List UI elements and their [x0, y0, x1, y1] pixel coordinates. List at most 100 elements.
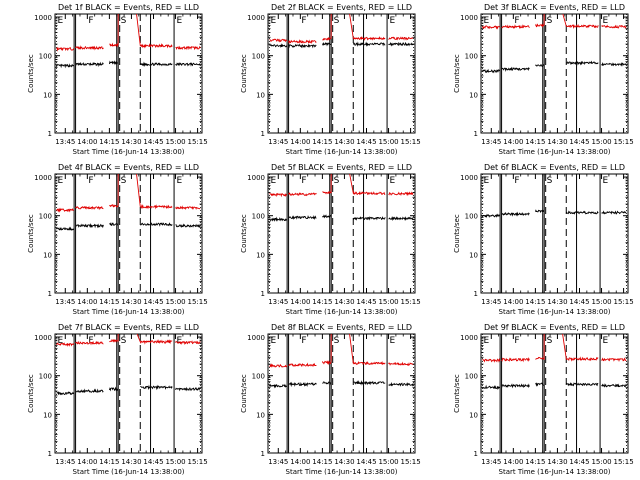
plot-frame — [54, 13, 203, 134]
x-tick-label: 15:00 — [378, 458, 398, 466]
segment-label: E — [57, 16, 63, 26]
x-tick-label: 14:00 — [503, 138, 523, 146]
segment-label: F — [88, 176, 93, 186]
detector-panel: Det 8f BLACK = Events, RED = LLD 1 10 100 10… — [240, 323, 421, 476]
segment-label: E — [483, 16, 489, 26]
y-axis-label: Counts/sec — [27, 214, 35, 253]
y-tick-label: 1 — [261, 450, 265, 458]
x-tick-label: 14:30 — [121, 298, 141, 306]
series-layer — [482, 14, 627, 74]
events-series-line — [482, 60, 627, 74]
x-tick-label: 15:00 — [378, 138, 398, 146]
x-tick-label: 15:00 — [591, 298, 611, 306]
series-layer — [269, 174, 414, 222]
y-tick-label: 1 — [48, 450, 52, 458]
y-tick-label: 100 — [252, 53, 265, 61]
x-tick-label: 14:30 — [121, 458, 141, 466]
y-tick-label: 1000 — [247, 334, 265, 342]
x-tick-label: 14:00 — [77, 458, 97, 466]
y-tick-label: 10 — [469, 91, 478, 99]
segment-label: E — [177, 16, 183, 26]
segment-label: E — [57, 176, 63, 186]
series-layer — [482, 209, 627, 218]
x-tick-label: 14:30 — [334, 298, 354, 306]
panel-title: Det 7f BLACK = Events, RED = LLD — [58, 323, 199, 332]
x-tick-label: 15:15 — [187, 298, 207, 306]
x-tick-label: 15:00 — [165, 298, 185, 306]
panel-title: Det 8f BLACK = Events, RED = LLD — [271, 323, 412, 332]
lld-series-line — [56, 174, 201, 213]
y-tick-label: 1 — [474, 450, 478, 458]
x-tick-label: 14:00 — [77, 298, 97, 306]
y-tick-label: 1 — [261, 290, 265, 298]
y-axis-label: Counts/sec — [453, 214, 461, 253]
segment-label: E — [603, 16, 609, 26]
series-layer — [482, 334, 627, 391]
detector-panel: Det 1f BLACK = Events, RED = LLD 1 10 100 10… — [27, 3, 208, 156]
x-tick-label: 13:45 — [481, 458, 501, 466]
y-tick-label: 1 — [48, 130, 52, 138]
segment-label: F — [514, 336, 519, 346]
y-tick-label: 1000 — [247, 14, 265, 22]
x-axis-label: Start Time (16-Jun-14 13:38:00) — [286, 148, 398, 156]
y-tick-label: 10 — [256, 251, 265, 259]
x-tick-label: 14:00 — [290, 138, 310, 146]
segment-label: E — [270, 16, 276, 26]
y-tick-label: 10 — [469, 411, 478, 419]
x-tick-label: 14:15 — [525, 138, 545, 146]
x-tick-label: 14:30 — [334, 138, 354, 146]
x-tick-label: 15:00 — [591, 458, 611, 466]
segment-label: S — [547, 176, 553, 186]
x-tick-label: 13:45 — [55, 138, 75, 146]
x-tick-label: 14:30 — [547, 138, 567, 146]
segment-label: F — [301, 16, 306, 26]
x-tick-label: 14:00 — [290, 458, 310, 466]
segment-label: E — [270, 336, 276, 346]
panel-title: Det 9f BLACK = Events, RED = LLD — [484, 323, 625, 332]
segment-label: F — [514, 16, 519, 26]
lld-series-line — [269, 334, 414, 368]
x-tick-label: 14:30 — [547, 458, 567, 466]
plot-frame — [54, 173, 203, 294]
x-tick-label: 14:45 — [143, 298, 163, 306]
x-tick-label: 13:45 — [268, 458, 288, 466]
segment-label: E — [603, 336, 609, 346]
series-layer — [269, 334, 414, 389]
x-tick-label: 14:15 — [525, 458, 545, 466]
y-tick-label: 100 — [252, 373, 265, 381]
detector-panel: Det 3f BLACK = Events, RED = LLD 1 10 100 10… — [453, 3, 634, 156]
y-axis-label: Counts/sec — [27, 54, 35, 93]
y-tick-label: 1 — [474, 130, 478, 138]
segment-label: S — [121, 336, 127, 346]
plot-frame — [267, 13, 416, 134]
lld-series-line — [482, 334, 627, 363]
x-tick-label: 14:45 — [569, 298, 589, 306]
y-tick-label: 100 — [39, 213, 52, 221]
segment-label: F — [88, 336, 93, 346]
y-tick-label: 1000 — [34, 174, 52, 182]
x-tick-label: 13:45 — [268, 138, 288, 146]
x-tick-label: 14:00 — [290, 298, 310, 306]
lld-series-line — [56, 14, 201, 52]
detector-panel: Det 5f BLACK = Events, RED = LLD 1 10 100 10… — [240, 163, 421, 316]
plot-frame — [480, 333, 629, 454]
y-tick-label: 10 — [43, 91, 52, 99]
detector-panel: Det 6f BLACK = Events, RED = LLD 1 10 100 10… — [453, 163, 634, 316]
series-layer — [56, 174, 201, 232]
x-tick-label: 15:00 — [165, 138, 185, 146]
segment-label: F — [301, 336, 306, 346]
segment-label: E — [57, 336, 63, 346]
x-tick-label: 13:45 — [481, 298, 501, 306]
x-tick-label: 14:45 — [143, 458, 163, 466]
y-axis-label: Counts/sec — [27, 374, 35, 413]
x-tick-label: 15:15 — [613, 298, 633, 306]
y-axis-label: Counts/sec — [240, 214, 248, 253]
detector-panel: Det 2f BLACK = Events, RED = LLD 1 10 100 10… — [240, 3, 421, 156]
y-tick-label: 100 — [465, 53, 478, 61]
x-tick-label: 15:15 — [187, 138, 207, 146]
x-tick-label: 14:45 — [356, 138, 376, 146]
y-tick-label: 10 — [43, 411, 52, 419]
segment-label: F — [514, 176, 519, 186]
panel-title: Det 6f BLACK = Events, RED = LLD — [484, 163, 625, 172]
